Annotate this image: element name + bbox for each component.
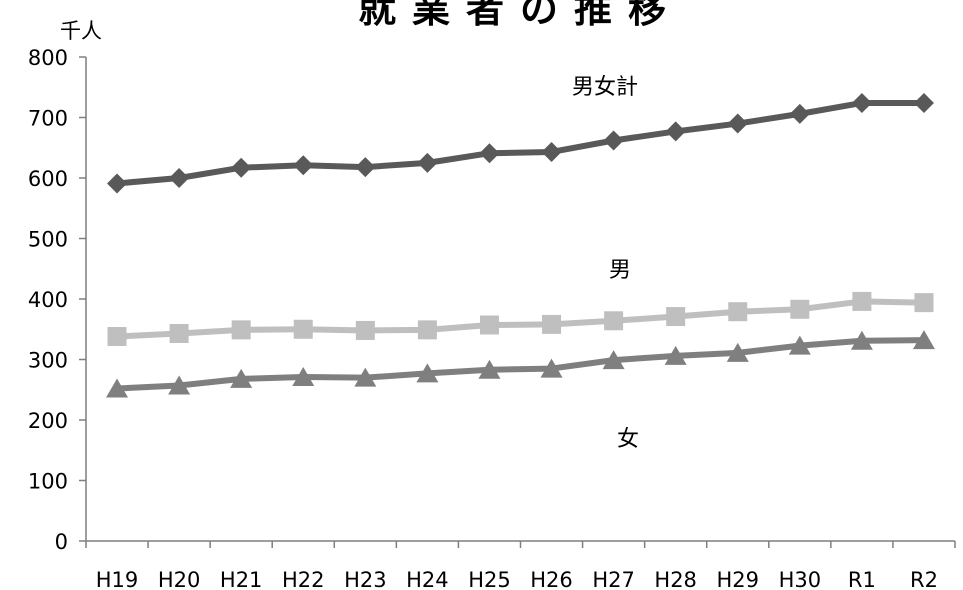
data-point [168,375,191,395]
data-point [479,315,499,335]
y-tick-label: 100 [28,470,68,494]
data-point [355,157,376,178]
data-point [231,320,251,340]
data-point [850,330,873,350]
y-tick-label: 0 [55,530,68,554]
data-point [912,330,935,350]
data-point [914,293,934,313]
data-point [728,302,748,322]
series-label: 女 [617,427,639,452]
data-point [169,168,190,188]
data-point [788,335,811,355]
data-point [231,157,252,178]
x-tick-label: H25 [468,568,511,590]
data-point [666,307,686,327]
series-label: 男女計 [572,75,638,100]
x-tick-label: H28 [654,568,697,590]
x-tick-label: H21 [220,568,263,590]
y-tick-label: 200 [28,409,68,433]
data-point [355,320,375,340]
data-point [727,113,748,134]
data-point [602,350,625,370]
data-point [107,173,128,194]
data-point [107,327,127,347]
axes: 0 100 200 300 400 500 600 700 800 H19 H20 H21 H22 H23… [28,46,956,590]
data-point [416,363,439,383]
data-point [604,311,624,331]
data-point [852,291,872,311]
data-point [790,299,810,319]
data-point [417,320,437,340]
data-point [292,367,315,387]
data-point [230,368,253,388]
x-tick-label: H26 [530,568,573,590]
x-tick-label: R2 [910,568,938,590]
y-tick-label: 700 [28,107,68,131]
data-point [293,155,314,176]
data-point [540,358,563,378]
series-line [116,298,925,340]
data-point [913,92,934,113]
x-tick-label: H30 [779,568,822,590]
data-point [478,359,501,379]
y-axis-unit-label: 千人 [60,19,102,43]
series-line [116,99,924,187]
data-point [417,152,438,173]
data-point [851,92,872,113]
data-point [293,319,313,339]
data-point [664,345,687,365]
x-tick-label: R1 [848,568,876,590]
data-point [726,342,749,362]
x-tick-label: H23 [344,568,387,590]
x-tick-label: H29 [716,568,759,590]
y-tick-label: 800 [28,46,68,70]
data-point [542,314,562,334]
y-tick-label: 300 [28,349,68,373]
x-tick-label: H20 [158,568,201,590]
data-point [541,141,562,162]
x-tick-label: H19 [96,568,139,590]
series-3 [106,330,935,398]
series-group [106,92,935,398]
y-tick-label: 600 [28,167,68,191]
data-point [106,378,129,398]
data-point [354,367,377,387]
data-point [665,121,686,142]
x-tick-label: H24 [406,568,449,590]
y-tick-label: 400 [28,288,68,312]
data-point [603,130,624,151]
chart-title: 就業者の推移 [358,0,682,31]
data-point [169,323,189,343]
series-2 [107,291,934,347]
y-tick-label: 500 [28,228,68,252]
x-tick-label: H22 [282,568,325,590]
x-tick-label: H27 [592,568,635,590]
series-line [116,337,924,392]
series-label: 男 [609,258,631,283]
data-point [479,143,500,164]
data-point [789,103,810,124]
series-1 [107,92,934,194]
